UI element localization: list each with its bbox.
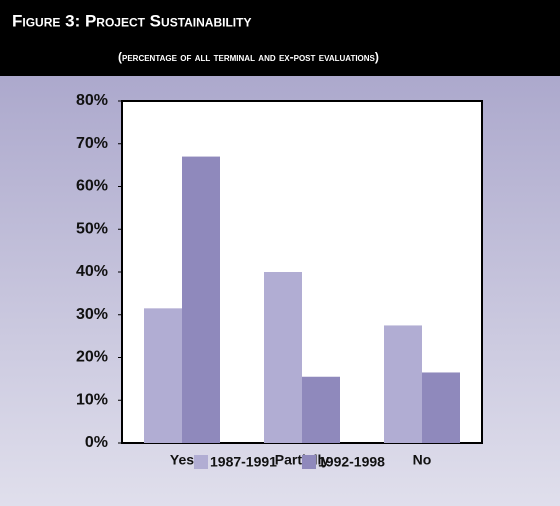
y-tick-label: 30% (76, 306, 108, 323)
bar (384, 325, 422, 443)
legend-label: 1987-1991 (210, 454, 277, 470)
y-tick-label: 70% (76, 135, 108, 152)
bar (144, 308, 182, 443)
x-tick-label: No (413, 452, 432, 468)
legend-swatch (302, 455, 316, 469)
bar (422, 372, 460, 443)
y-tick-label: 20% (76, 349, 108, 366)
bar (302, 376, 340, 443)
bar (264, 272, 302, 443)
y-tick-label: 10% (76, 391, 108, 408)
y-tick-label: 0% (85, 434, 108, 451)
bar (182, 156, 220, 443)
y-tick-label: 40% (76, 263, 108, 280)
legend-swatch (194, 455, 208, 469)
x-tick-label: Yes (170, 452, 194, 468)
legend-label: 1992-1998 (318, 454, 385, 470)
y-tick-label: 60% (76, 178, 108, 195)
y-tick-label: 50% (76, 220, 108, 237)
chart-title: Figure 3: Project Sustainability (12, 11, 251, 30)
chart-subtitle: (percentage of all terminal and ex-post … (118, 50, 379, 64)
header (0, 0, 560, 76)
y-tick-label: 80% (76, 92, 108, 109)
